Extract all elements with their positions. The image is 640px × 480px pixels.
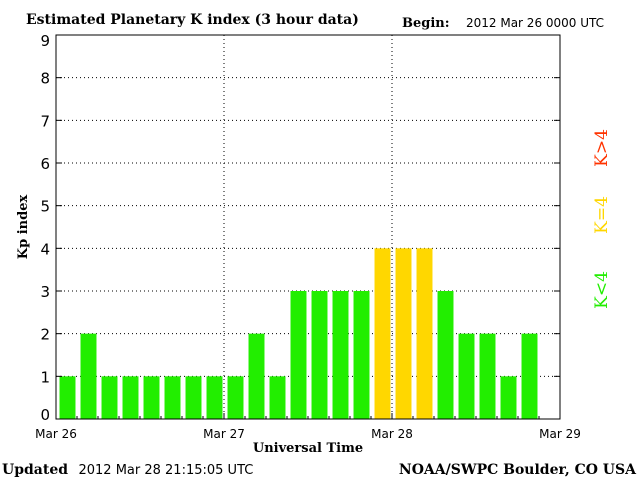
legend-above-4: K>4	[592, 129, 612, 167]
y-tick-label: 0	[40, 406, 50, 424]
y-tick-label: 4	[40, 240, 50, 258]
x-tick-label: Mar 26	[35, 427, 77, 441]
kp-bar	[248, 333, 265, 419]
kp-bar	[164, 376, 181, 419]
kp-bar	[458, 333, 475, 419]
y-tick-label: 6	[40, 155, 50, 173]
legend-equal-4: K=4	[592, 196, 612, 234]
kp-bar	[332, 291, 349, 419]
kp-bar	[269, 376, 286, 419]
begin-label: Begin:	[402, 16, 450, 31]
kp-bar	[101, 376, 118, 419]
updated-text: Updated 2012 Mar 28 21:15:05 UTC	[2, 462, 253, 478]
y-axis-label: Kp index	[16, 195, 31, 260]
y-tick-label: 3	[40, 283, 50, 301]
kp-bar	[185, 376, 202, 419]
kp-bar	[122, 376, 139, 419]
kp-bar	[374, 248, 391, 419]
kp-bar	[500, 376, 517, 419]
kp-bar	[437, 291, 454, 419]
y-axis-ticks: 0 1 2 3 4 5 6 7 8 9	[40, 32, 560, 424]
chart-title: Estimated Planetary K index (3 hour data…	[26, 12, 359, 28]
legend-below-4: K<4	[592, 271, 612, 309]
kp-bar	[143, 376, 160, 419]
bar-series	[59, 248, 538, 419]
x-axis-ticks: Mar 26 Mar 27 Mar 28 Mar 29	[35, 413, 581, 441]
y-tick-label: 7	[40, 112, 50, 130]
kp-bar	[416, 248, 433, 419]
x-tick-label: Mar 27	[203, 427, 245, 441]
y-tick-label: 8	[40, 70, 50, 88]
x-axis-label: Universal Time	[253, 441, 363, 456]
source-text: NOAA/SWPC Boulder, CO USA	[399, 462, 637, 478]
y-tick-label: 5	[40, 198, 50, 216]
kp-bar	[479, 333, 496, 419]
kp-bar	[227, 376, 244, 419]
y-tick-label: 9	[40, 32, 50, 50]
kp-bar	[395, 248, 412, 419]
kp-bar	[311, 291, 328, 419]
kp-bar	[353, 291, 370, 419]
kp-bar	[206, 376, 223, 419]
x-tick-label: Mar 29	[539, 427, 581, 441]
kp-bar	[521, 333, 538, 419]
kp-bar	[80, 333, 97, 419]
kp-bar	[59, 376, 76, 419]
updated-label: Updated	[2, 462, 68, 478]
begin-value: 2012 Mar 26 0000 UTC	[466, 16, 604, 30]
kp-bar	[290, 291, 307, 419]
updated-value: 2012 Mar 28 21:15:05 UTC	[78, 463, 253, 478]
x-tick-label: Mar 28	[371, 427, 413, 441]
grid-lines	[56, 35, 560, 419]
y-tick-label: 1	[40, 368, 50, 386]
y-tick-label: 2	[40, 326, 50, 344]
